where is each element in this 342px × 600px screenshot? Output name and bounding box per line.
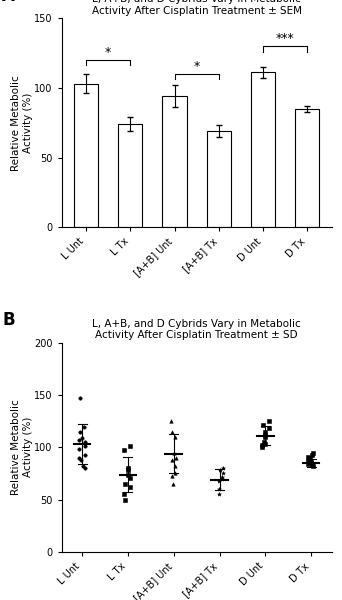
Point <box>259 442 265 452</box>
Text: *: * <box>194 60 200 73</box>
Point <box>169 455 175 464</box>
Point <box>170 427 175 436</box>
Bar <box>295 109 319 227</box>
Point <box>125 470 131 479</box>
Point <box>82 442 88 451</box>
Point <box>123 479 128 489</box>
Point <box>260 440 265 450</box>
Point <box>81 422 87 432</box>
Point <box>262 439 268 449</box>
Point <box>218 466 223 475</box>
Point <box>128 442 133 451</box>
Point <box>305 459 311 469</box>
Point <box>172 432 178 442</box>
Point <box>170 479 175 489</box>
Point <box>216 476 222 485</box>
Point <box>216 484 222 494</box>
Point <box>78 427 83 436</box>
Point <box>262 432 268 442</box>
Point <box>219 474 225 484</box>
Point <box>77 393 82 403</box>
Point <box>220 463 226 473</box>
Point <box>306 455 312 464</box>
Point <box>127 473 133 482</box>
Point <box>262 430 267 440</box>
Point <box>83 450 88 460</box>
Point <box>126 466 131 475</box>
Title: L, A+B, and D Cybrids Vary in Metabolic
Activity After Cisplatin Treatment ± SEM: L, A+B, and D Cybrids Vary in Metabolic … <box>92 0 302 16</box>
Point <box>83 463 88 473</box>
Point <box>220 469 226 478</box>
Point <box>308 458 313 468</box>
Point <box>168 416 174 426</box>
Point <box>76 445 81 454</box>
Point <box>80 461 86 471</box>
Point <box>127 482 133 492</box>
Point <box>216 490 222 499</box>
Text: ***: *** <box>276 32 294 45</box>
Point <box>122 490 127 499</box>
Point <box>266 424 272 433</box>
Point <box>311 461 316 471</box>
Point <box>262 427 267 436</box>
Point <box>170 471 175 481</box>
Point <box>77 453 82 463</box>
Y-axis label: Relative Metabolic
Activity (%): Relative Metabolic Activity (%) <box>11 75 32 170</box>
Text: B: B <box>2 311 15 329</box>
Bar <box>251 73 275 227</box>
Point <box>310 450 315 460</box>
Point <box>80 433 85 443</box>
Text: *: * <box>105 46 111 59</box>
Bar <box>207 131 231 227</box>
Point <box>262 437 267 447</box>
Title: L, A+B, and D Cybrids Vary in Metabolic
Activity After Cisplatin Treatment ± SD: L, A+B, and D Cybrids Vary in Metabolic … <box>92 319 301 340</box>
Point <box>172 469 178 478</box>
Point <box>305 452 311 461</box>
Point <box>309 460 315 470</box>
Point <box>260 421 266 430</box>
Point <box>307 453 313 463</box>
Point <box>310 448 316 457</box>
Point <box>82 437 88 447</box>
Point <box>125 463 131 473</box>
Point <box>266 416 272 426</box>
Point <box>78 455 83 464</box>
Point <box>173 461 178 471</box>
Text: A: A <box>2 0 15 5</box>
Y-axis label: Relative Metabolic
Activity (%): Relative Metabolic Activity (%) <box>11 400 32 495</box>
Point <box>76 435 81 445</box>
Bar <box>74 83 98 227</box>
Point <box>173 453 179 463</box>
Point <box>171 448 176 457</box>
Bar <box>118 124 142 227</box>
Point <box>121 446 127 455</box>
Point <box>308 457 314 467</box>
Point <box>305 456 311 466</box>
Point <box>219 472 224 481</box>
Bar <box>162 96 187 227</box>
Point <box>122 495 128 505</box>
